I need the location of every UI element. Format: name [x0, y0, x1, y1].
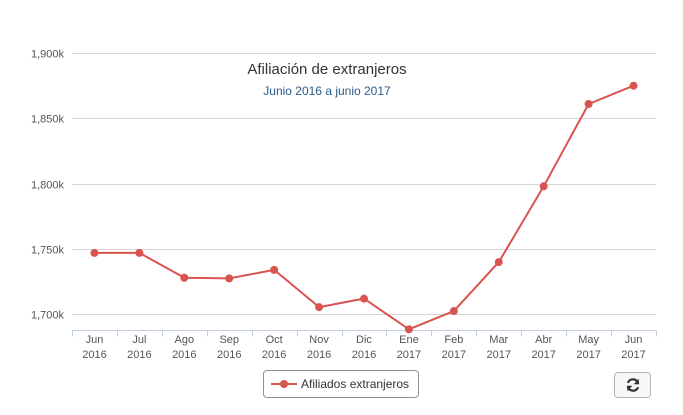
x-tick-label: Mar 2017 [487, 334, 511, 361]
x-tick-label: May 2017 [576, 334, 600, 361]
data-point[interactable] [180, 273, 189, 282]
legend-marker-icon [271, 378, 297, 390]
x-tick-label: Ago 2016 [172, 334, 196, 361]
refresh-button[interactable] [614, 372, 651, 398]
data-point[interactable] [584, 100, 593, 109]
chart-title: Afiliación de extranjeros [247, 61, 406, 78]
title-background [241, 60, 413, 79]
x-tick-label: Dic 2016 [352, 334, 376, 361]
y-tick-label: 1,750k [31, 245, 65, 257]
x-tick-label: Jul 2016 [127, 334, 151, 361]
y-tick-label: 1,800k [31, 180, 65, 192]
legend-item-afiliados-extranjeros[interactable]: Afiliados extranjeros [263, 370, 419, 398]
title-group: Afiliación de extranjeros Junio 2016 a j… [241, 60, 413, 98]
data-point[interactable] [270, 265, 279, 274]
y-tick-label: 1,850k [31, 114, 65, 126]
x-tick-label: Ene 2017 [397, 334, 421, 361]
data-point[interactable] [539, 182, 548, 191]
y-axis-ticks: 1,700k 1,750k 1,800k 1,850k 1,900k [31, 49, 65, 322]
x-tick-label: Feb 2017 [442, 334, 466, 361]
data-point[interactable] [449, 307, 458, 316]
data-point[interactable] [494, 258, 503, 267]
data-point[interactable] [315, 303, 324, 312]
x-tick-label: Jun 2016 [82, 334, 106, 361]
series-group [90, 81, 638, 334]
x-axis: Jun 2016 Jul 2016 Ago 2016 Sep 2016 Oct 2016 Nov 20… [72, 330, 657, 361]
y-tick-label: 1,700k [31, 310, 65, 322]
x-tick-label: Sep 2016 [217, 334, 241, 361]
data-point[interactable] [90, 248, 99, 257]
y-tick-label: 1,900k [31, 49, 65, 61]
data-point[interactable] [360, 294, 368, 303]
data-point[interactable] [404, 325, 413, 334]
data-point[interactable] [225, 274, 234, 283]
data-point[interactable] [629, 81, 638, 90]
legend-label: Afiliados extranjeros [301, 377, 410, 391]
x-tick-label: Jun 2017 [621, 334, 645, 361]
x-tick-label: Oct 2016 [262, 334, 286, 361]
gridlines [72, 53, 656, 315]
refresh-icon [626, 378, 639, 392]
chart-subtitle: Junio 2016 a junio 2017 [263, 84, 391, 98]
x-tick-label: Nov 2016 [307, 334, 331, 361]
data-point[interactable] [135, 248, 144, 257]
x-tick-label: Abr 2017 [531, 334, 555, 361]
series-line [94, 84, 634, 331]
